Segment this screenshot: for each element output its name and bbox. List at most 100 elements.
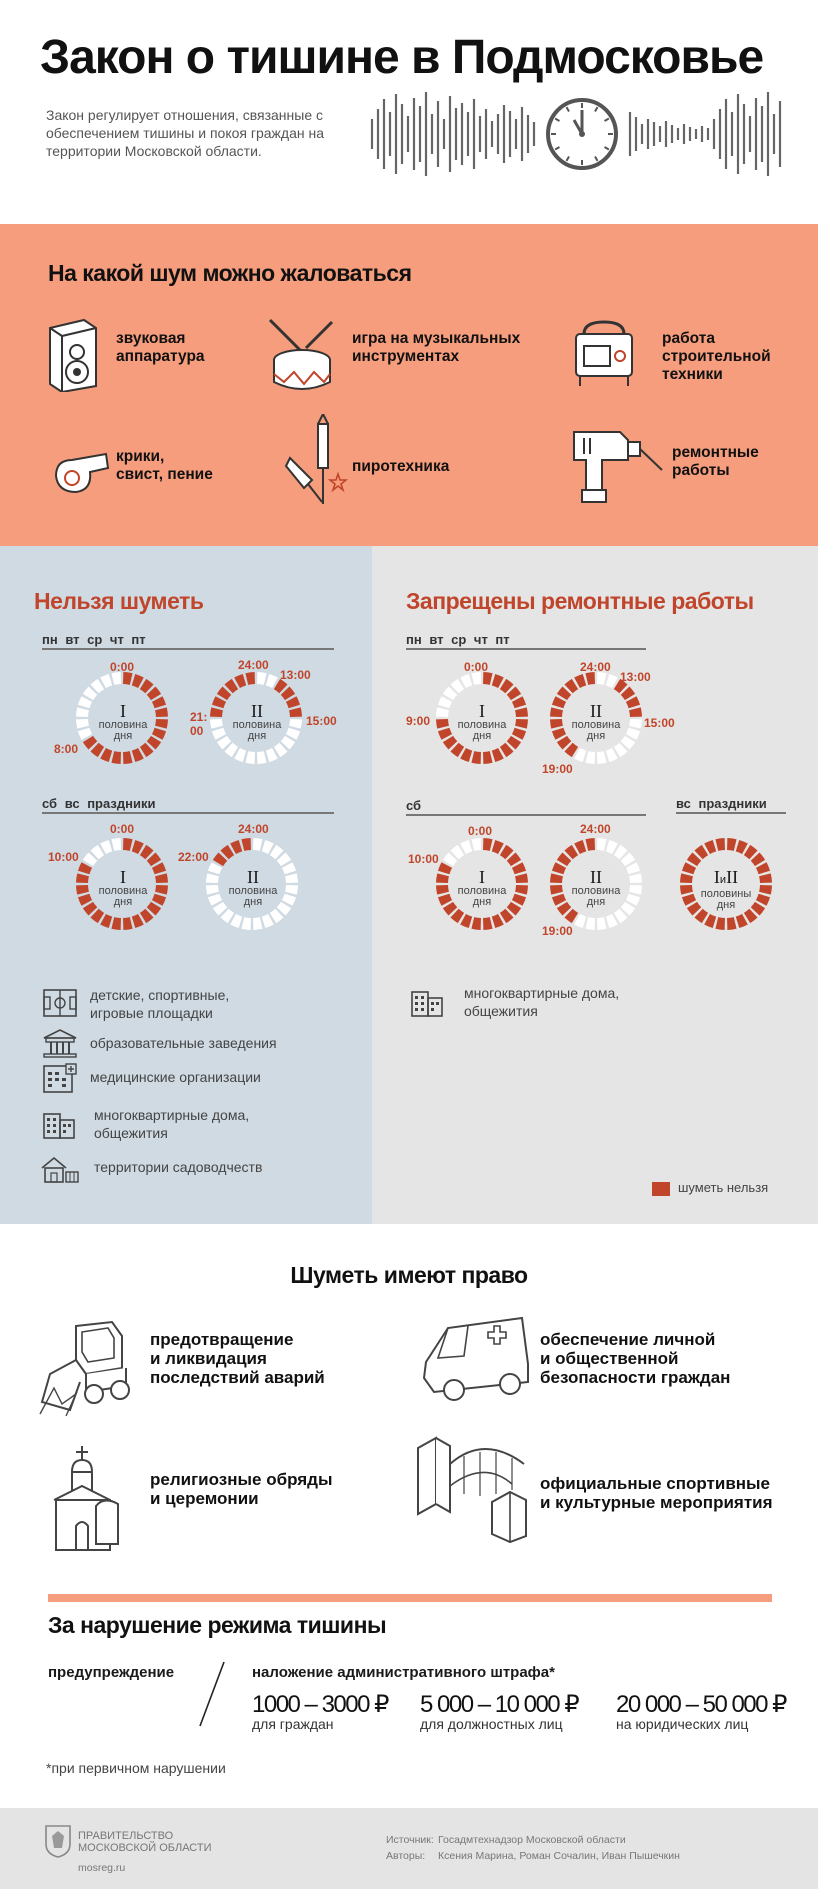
dial-segment bbox=[76, 873, 89, 883]
dial-segment bbox=[220, 908, 235, 924]
dial-segment bbox=[111, 917, 121, 930]
dial-segment bbox=[146, 735, 162, 750]
dial-segment bbox=[77, 727, 93, 740]
weekend-label: сб вс праздники bbox=[42, 796, 156, 811]
dial-segment bbox=[499, 742, 514, 758]
dial-segment bbox=[605, 747, 618, 763]
roman-numeral: I bbox=[713, 867, 720, 887]
dial-segment bbox=[234, 673, 247, 689]
dial-segment bbox=[76, 707, 89, 717]
intro-text: Закон регулирует отношения, связанные с … bbox=[46, 107, 324, 159]
warning-label: предупреждение bbox=[48, 1664, 175, 1681]
dial-segment bbox=[224, 742, 239, 758]
dial-weekday-first bbox=[76, 672, 168, 764]
place-label: многоквартирные дома, общежития bbox=[94, 1107, 250, 1141]
dial-segment bbox=[151, 727, 167, 740]
dial-segment bbox=[265, 673, 278, 689]
dial-segment bbox=[139, 844, 154, 860]
dial-segment bbox=[483, 838, 493, 851]
dial-segment bbox=[139, 742, 154, 758]
dial-segment bbox=[556, 686, 572, 701]
source-label: Источник: bbox=[386, 1834, 434, 1846]
dial-segment bbox=[285, 727, 301, 740]
dial-segment bbox=[131, 913, 144, 929]
dial-segment bbox=[550, 707, 563, 717]
dial-segment bbox=[625, 862, 641, 875]
dial-segment bbox=[460, 839, 473, 855]
dial-sub: половина дня bbox=[228, 885, 278, 908]
place-label: медицинские организации bbox=[90, 1069, 261, 1085]
footnote: *при первичном нарушении bbox=[46, 1760, 226, 1776]
allowed-label: официальные спортивные и культурные меро… bbox=[540, 1474, 773, 1512]
dial-segment bbox=[241, 917, 251, 930]
dial-segment bbox=[139, 908, 154, 924]
dial-segment bbox=[735, 913, 748, 929]
dial-segment bbox=[224, 678, 239, 694]
dial-segment bbox=[139, 678, 154, 694]
dial-segment bbox=[155, 707, 168, 717]
dial-segment bbox=[515, 707, 528, 717]
fine-who: для граждан bbox=[252, 1716, 334, 1732]
dial-segment bbox=[285, 885, 298, 895]
dial-segment bbox=[289, 719, 302, 729]
dial-segment bbox=[750, 852, 766, 867]
place-label: детские, спортивные, игровые площадки bbox=[90, 987, 230, 1021]
dial-center: II половина дня bbox=[565, 702, 627, 742]
dial-segment bbox=[460, 673, 473, 689]
dial-segment bbox=[605, 839, 618, 855]
time-label: 15:00 bbox=[306, 714, 337, 728]
dial-segment bbox=[755, 862, 771, 875]
dial-segment bbox=[245, 751, 255, 764]
time-label: 0:00 bbox=[464, 660, 489, 674]
dial-segment bbox=[694, 844, 709, 860]
dial-segment bbox=[210, 719, 223, 729]
dial-segment bbox=[131, 839, 144, 855]
dial-segment bbox=[281, 893, 297, 906]
dial-segment bbox=[499, 844, 514, 860]
dial-segment bbox=[245, 672, 255, 685]
dial-segment bbox=[471, 838, 481, 851]
site-link[interactable]: mosreg.ru bbox=[78, 1862, 126, 1874]
soundwave-clock-icon bbox=[370, 92, 782, 176]
bulldozer-icon bbox=[39, 1320, 130, 1417]
church-icon bbox=[53, 1446, 119, 1551]
dial-segment bbox=[620, 686, 636, 701]
dial-segment bbox=[82, 686, 98, 701]
apartment-icon bbox=[411, 991, 443, 1017]
dial-segment bbox=[436, 707, 449, 717]
org-line1: ПРАВИТЕЛЬСТВО bbox=[78, 1830, 174, 1842]
dial-segment bbox=[625, 893, 641, 906]
allowed-label: обеспечение личной и общественной безопа… bbox=[540, 1330, 731, 1387]
weekday-noise-dials bbox=[76, 672, 302, 764]
authors-value: Ксения Марина, Роман Сочалин, Иван Пышеч… bbox=[438, 1850, 680, 1862]
authors-label: Авторы: bbox=[386, 1850, 426, 1862]
dial-segment bbox=[759, 873, 772, 883]
dial-center: I половина дня bbox=[451, 702, 513, 742]
allowed-label: предотвращение и ликвидация последствий … bbox=[150, 1330, 325, 1387]
roman-numeral: I bbox=[479, 701, 485, 721]
dial-segment bbox=[550, 873, 563, 883]
dial-segment bbox=[437, 727, 453, 740]
dial-segment bbox=[629, 873, 642, 883]
dial-segment bbox=[511, 696, 527, 709]
dial-segment bbox=[285, 696, 301, 709]
fine-who: для должностных лиц bbox=[420, 1716, 563, 1732]
dial-segment bbox=[574, 747, 587, 763]
dial-segment bbox=[564, 908, 579, 924]
dial-sub: половины дня bbox=[700, 888, 752, 911]
dial-segment bbox=[261, 839, 274, 855]
dial-segment bbox=[289, 707, 302, 717]
saturday-label: сб bbox=[406, 798, 422, 813]
time-label: 21: 00 bbox=[190, 710, 208, 738]
complain-heading: На какой шум можно жаловаться bbox=[48, 260, 412, 286]
dial-segment bbox=[759, 885, 772, 895]
dial-segment bbox=[151, 862, 167, 875]
dial-segment bbox=[491, 747, 504, 763]
allowed-heading: Шуметь имеют право bbox=[290, 1262, 528, 1288]
time-label: 10:00 bbox=[408, 852, 439, 866]
dial-segment bbox=[506, 735, 522, 750]
dial-repair-sunday bbox=[680, 838, 772, 930]
dial-segment bbox=[515, 719, 528, 729]
dial-segment bbox=[613, 844, 628, 860]
dial-segment bbox=[111, 672, 121, 685]
